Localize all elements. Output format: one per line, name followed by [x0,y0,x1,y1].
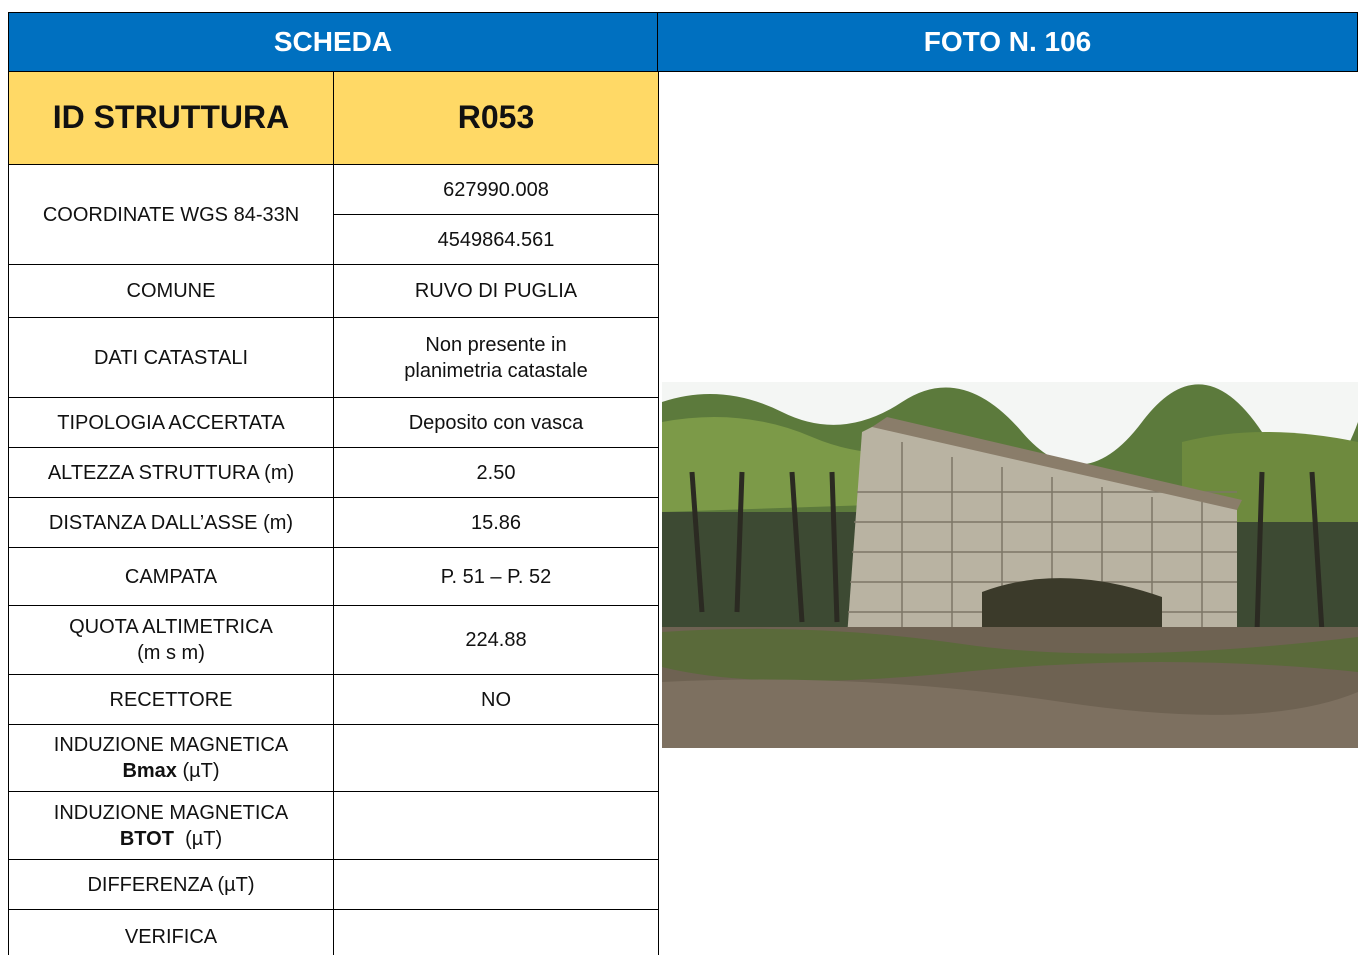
row-value: Non presente in planimetria catastale [333,317,659,398]
label-line: (m s m) [137,642,205,664]
label-bold: BTOT [119,827,174,850]
row-value: NO [333,674,659,725]
row-value [333,724,659,792]
data-table: ID STRUTTURA R053 COORDINATE WGS 84-33N 6… [8,71,659,955]
id-row: ID STRUTTURA R053 [8,71,659,165]
row-label: DIFFERENZA (µT) [8,859,334,910]
label-line: INDUZIONE MAGNETICA [53,801,289,824]
row-label: TIPOLOGIA ACCERTATA [8,397,334,448]
id-value: R053 [333,71,659,165]
row-label: ALTEZZA STRUTTURA (m) [8,447,334,498]
header-left: SCHEDA [8,12,658,72]
row-value [333,909,659,955]
label-line: INDUZIONE MAGNETICA [53,734,289,756]
label-unit: (µT) [185,827,223,850]
row-label: CAMPATA [8,547,334,606]
header-right: FOTO N. 106 [657,12,1358,72]
row-label: DATI CATASTALI [8,317,334,398]
row-label: COORDINATE WGS 84-33N [8,164,334,265]
row-label: RECETTORE [8,674,334,725]
row-value: Deposito con vasca [333,397,659,448]
row-value: P. 51 – P. 52 [333,547,659,606]
row-label: VERIFICA [8,909,334,955]
row-label: DISTANZA DALL’ASSE (m) [8,497,334,548]
id-label: ID STRUTTURA [8,71,334,165]
photo [662,382,1358,748]
row-value: 627990.008 [333,164,659,215]
row-value: 15.86 [333,497,659,548]
row-value: 4549864.561 [333,214,659,265]
row-label: INDUZIONE MAGNETICA Bmax (µT) [8,724,334,792]
row-value: 2.50 [333,447,659,498]
label-unit: (µT) [182,760,220,782]
label-bold: Bmax [122,760,177,782]
label-line: QUOTA ALTIMETRICA [69,616,273,638]
row-value: RUVO DI PUGLIA [333,264,659,318]
row-label: INDUZIONE MAGNETICA BTOT (µT) [8,791,334,860]
row-value [333,791,659,860]
row-value [333,859,659,910]
row-label: COMUNE [8,264,334,318]
row-label: QUOTA ALTIMETRICA (m s m) [8,605,334,675]
row-value: 224.88 [333,605,659,675]
